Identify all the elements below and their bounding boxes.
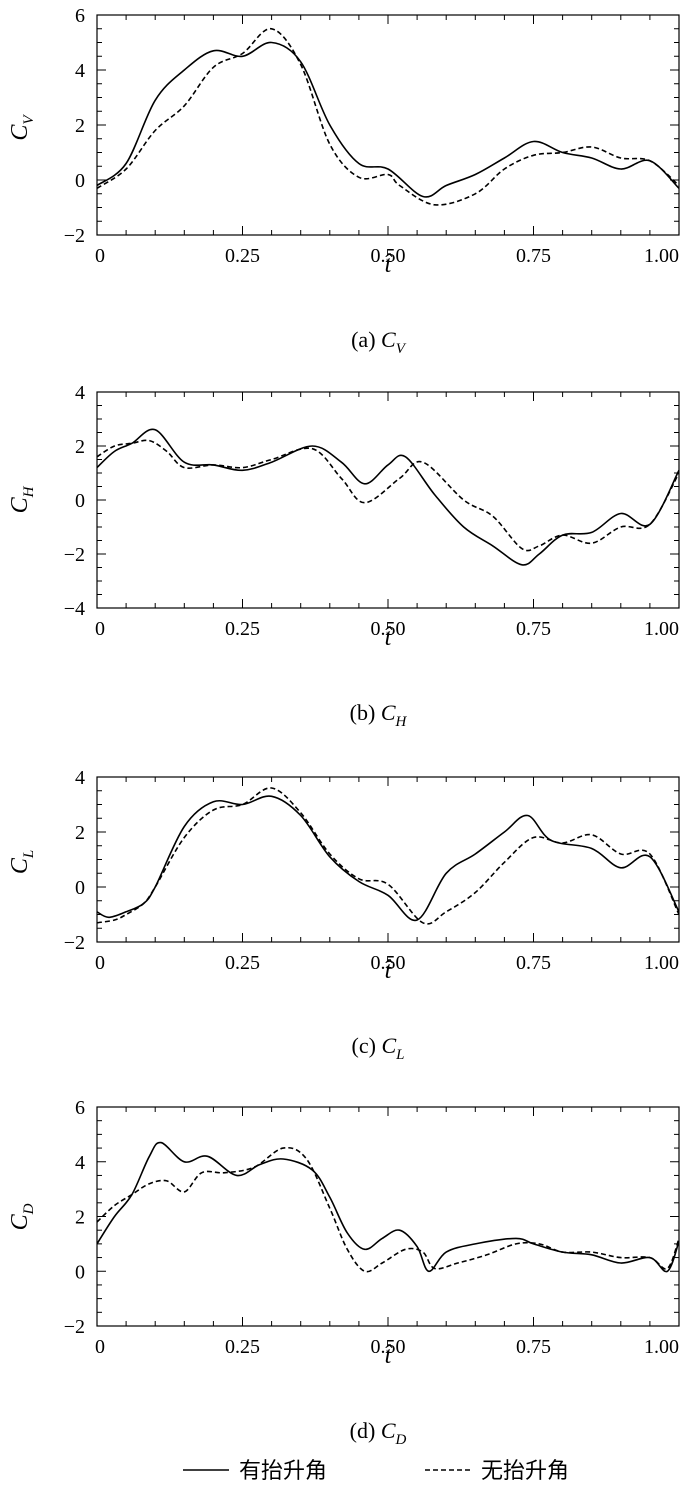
y-axis-title: CH xyxy=(7,485,37,513)
x-tick-label: 1.00 xyxy=(644,618,679,640)
x-tick-label: 0 xyxy=(95,952,105,974)
x-tick-label: 1.00 xyxy=(644,245,679,267)
y-tick-label: 2 xyxy=(75,822,85,844)
x-tick-label: 0.75 xyxy=(516,618,551,640)
chart-panel-c: 0 0.25 0.50 0.75 1.00 4 2 0 −2 CL t̂ (c) CL xyxy=(7,767,680,1063)
x-tick-label: 0.25 xyxy=(225,245,260,267)
y-tick-label: 0 xyxy=(75,877,85,899)
x-tick-label: 0.50 xyxy=(371,1336,406,1358)
y-tick-label: 4 xyxy=(75,60,85,82)
y-tick-label: 4 xyxy=(75,382,85,404)
plot-frame xyxy=(96,1106,680,1327)
y-tick-label: −2 xyxy=(64,1316,85,1338)
x-tick-label: 0.75 xyxy=(516,1336,551,1358)
y-tick-label: 0 xyxy=(75,490,85,512)
series-line-solid xyxy=(97,428,679,566)
plot-frame xyxy=(96,14,680,236)
panel-caption: (c) CL xyxy=(352,1033,405,1063)
x-tick-label: 0.50 xyxy=(371,245,406,267)
x-axis-title: t̂ xyxy=(385,1343,393,1369)
y-tick-label: 4 xyxy=(75,1152,85,1174)
x-tick-label: 1.00 xyxy=(644,952,679,974)
x-tick-label: 0.25 xyxy=(225,952,260,974)
x-tick-label: 0 xyxy=(95,245,105,267)
series-line-dashed xyxy=(97,787,679,925)
y-axis-title: CV xyxy=(7,114,37,141)
legend: 有抬升角 无抬升角 xyxy=(183,1459,569,1484)
x-tick-label: 0 xyxy=(95,1336,105,1358)
plot-frame xyxy=(96,391,680,609)
chart-panel-d: 0 0.25 0.50 0.75 1.00 6 4 2 0 −2 CD t̂ (d) CD xyxy=(7,1097,680,1448)
y-axis-title: CL xyxy=(7,850,37,874)
series-line-solid xyxy=(97,1141,679,1273)
y-tick-label: 0 xyxy=(75,1261,85,1283)
x-tick-label: 0.75 xyxy=(516,952,551,974)
y-tick-label: −4 xyxy=(64,598,85,620)
y-tick-label: −2 xyxy=(64,932,85,954)
panel-caption: (b) CH xyxy=(350,700,408,730)
series-line-solid xyxy=(97,41,679,198)
x-tick-label: 1.00 xyxy=(644,1336,679,1358)
plot-frame xyxy=(96,776,680,943)
legend-label: 有抬升角 xyxy=(239,1459,327,1484)
y-tick-label: −2 xyxy=(64,544,85,566)
panel-caption: (d) CD xyxy=(350,1418,407,1448)
x-tick-label: 0.75 xyxy=(516,245,551,267)
x-tick-label: 0.50 xyxy=(371,618,406,640)
y-tick-label: 6 xyxy=(75,5,85,27)
x-axis-title: t̂ xyxy=(385,958,393,984)
y-tick-label: 2 xyxy=(75,436,85,458)
y-tick-label: 0 xyxy=(75,170,85,192)
series-line-dashed xyxy=(97,1146,679,1273)
series-line-dashed xyxy=(97,27,679,206)
y-tick-label: −2 xyxy=(64,225,85,247)
x-tick-label: 0.25 xyxy=(225,618,260,640)
y-tick-label: 2 xyxy=(75,1207,85,1229)
y-axis-title: CD xyxy=(7,1203,37,1230)
chart-panel-a: 0 0.25 0.50 0.75 1.00 6 4 2 0 −2 CV t̂ (a) CV xyxy=(7,5,680,357)
x-axis-title: t̂ xyxy=(385,252,393,278)
x-tick-label: 0 xyxy=(95,618,105,640)
y-tick-label: 2 xyxy=(75,115,85,137)
x-axis-title: t̂ xyxy=(385,625,393,651)
x-tick-label: 0.25 xyxy=(225,1336,260,1358)
y-tick-label: 4 xyxy=(75,767,85,789)
series-line-dashed xyxy=(97,439,679,552)
y-tick-label: 6 xyxy=(75,1097,85,1119)
x-tick-label: 0.50 xyxy=(371,952,406,974)
series-line-solid xyxy=(97,795,679,922)
chart-panel-b: 0 0.25 0.50 0.75 1.00 4 2 0 −2 −4 CH t̂ (b) CH xyxy=(7,382,680,730)
legend-label: 无抬升角 xyxy=(481,1459,569,1484)
panel-caption: (a) CV xyxy=(351,327,407,357)
